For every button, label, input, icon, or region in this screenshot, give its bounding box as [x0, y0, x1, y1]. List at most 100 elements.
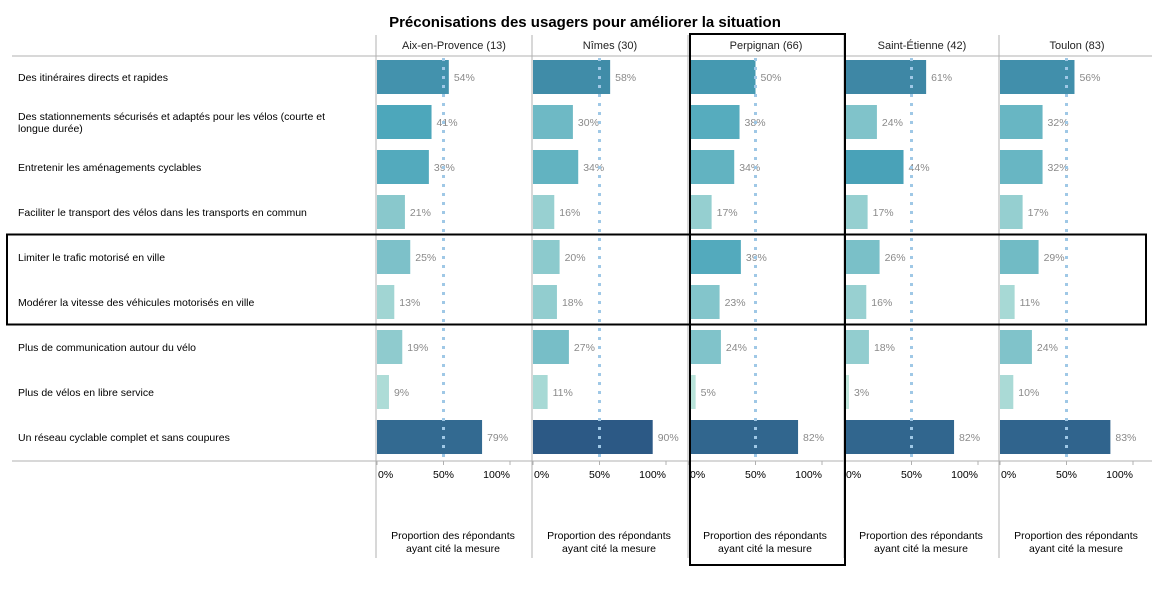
bar: [533, 375, 548, 409]
bar: [533, 285, 557, 319]
x-axis-title: Proportion des répondants: [547, 530, 671, 542]
value-label: 41%: [437, 117, 458, 129]
x-axis-title: ayant cité la mesure: [718, 543, 812, 555]
bar: [1000, 60, 1075, 94]
panel-header: Toulon (83): [1049, 40, 1104, 52]
bar: [1000, 330, 1032, 364]
value-label: 54%: [454, 72, 475, 84]
bar: [689, 150, 735, 184]
bar: [1000, 105, 1043, 139]
category-label: Plus de vélos en libre service: [18, 387, 154, 399]
panel-nîmes: Nîmes (30) 58% 30% 34% 16% 20% 18% 27% 11% 90% 0% 5…: [531, 35, 679, 558]
bar: [377, 330, 403, 364]
panel-toulon: Toulon (83) 56% 32% 32% 17% 29% 11% 24% 10% 83% 0%…: [998, 35, 1138, 558]
bar: [689, 330, 721, 364]
value-label: 90%: [658, 432, 679, 444]
highlight-boxes: [6, 33, 1147, 566]
bar: [845, 285, 867, 319]
bar: [533, 195, 555, 229]
chart-title: Préconisations des usagers pour améliore…: [389, 14, 781, 31]
bar: [689, 285, 720, 319]
value-label: 27%: [574, 342, 595, 354]
category-label: Faciliter le transport des vélos dans le…: [18, 207, 307, 219]
value-label: 82%: [959, 432, 980, 444]
bar: [845, 375, 849, 409]
category-label: Entretenir les aménagements cyclables: [18, 162, 201, 174]
value-label: 83%: [1115, 432, 1136, 444]
bar: [533, 330, 569, 364]
value-label: 79%: [487, 432, 508, 444]
x-tick-label: 0%: [690, 469, 705, 481]
category-label: Plus de communication autour du vélo: [18, 342, 196, 354]
value-label: 17%: [717, 207, 738, 219]
x-axis-title: Proportion des répondants: [859, 530, 983, 542]
chart-frame: [12, 55, 1152, 462]
bar: [689, 195, 712, 229]
x-axis-title: Proportion des répondants: [1014, 530, 1138, 542]
panel-perpignan: Perpignan (66)50%38%34%17%39%23%24%5%82%…: [687, 35, 827, 558]
value-label: 61%: [931, 72, 952, 84]
value-label: 9%: [394, 387, 409, 399]
x-tick-label: 0%: [378, 469, 393, 481]
value-label: 25%: [415, 252, 436, 264]
value-label: 17%: [873, 207, 894, 219]
bar: [533, 150, 579, 184]
value-label: 10%: [1018, 387, 1039, 399]
value-label: 56%: [1079, 72, 1100, 84]
value-label: 50%: [761, 72, 782, 84]
city-panels: Aix-en-Provence (13)54%41%39%21%25%13%19…: [375, 35, 1138, 558]
bar: [377, 285, 395, 319]
value-label: 24%: [1037, 342, 1058, 354]
bar: [1000, 240, 1039, 274]
panel-header: Aix-en-Provence (13): [402, 40, 506, 52]
x-tick-label: 100%: [795, 469, 822, 481]
value-label: 21%: [410, 207, 431, 219]
value-label: 58%: [615, 72, 636, 84]
category-labels: Des itinéraires directs et rapides Des st…: [18, 72, 325, 444]
panel-aix-en-provence: Aix-en-Provence (13)54%41%39%21%25%13%19…: [375, 35, 515, 558]
bar: [845, 105, 877, 139]
bar: [377, 195, 405, 229]
panel-saint-étienne: Saint-Étienne (42) 61% 24% 44% 17% 26% 16% 18% 3…: [843, 35, 983, 558]
bar: [377, 105, 432, 139]
x-tick-label: 50%: [433, 469, 454, 481]
value-label: 26%: [885, 252, 906, 264]
bar: [377, 150, 429, 184]
value-label: 29%: [1044, 252, 1065, 264]
x-tick-label: 0%: [1001, 469, 1016, 481]
bar: [689, 420, 799, 454]
bar: [1000, 420, 1111, 454]
x-axis-title: Proportion des répondants: [703, 530, 827, 542]
value-label: 19%: [407, 342, 428, 354]
value-label: 5%: [701, 387, 716, 399]
x-tick-label: 0%: [534, 469, 549, 481]
x-tick-label: 50%: [745, 469, 766, 481]
category-label: Modérer la vitesse des véhicules motoris…: [18, 297, 255, 309]
panel-header: Perpignan (66): [730, 40, 803, 52]
bar: [689, 105, 740, 139]
bar: [845, 330, 869, 364]
x-tick-label: 50%: [901, 469, 922, 481]
value-label: 82%: [803, 432, 824, 444]
x-axis-title: ayant cité la mesure: [874, 543, 968, 555]
panel-header: Saint-Étienne (42): [878, 39, 967, 52]
bar: [533, 420, 653, 454]
highlight-box-traffic-rows: [6, 233, 1147, 326]
bar: [1000, 375, 1014, 409]
highlight-box-perpignan: [689, 33, 846, 566]
value-label: 34%: [739, 162, 760, 174]
value-label: 3%: [854, 387, 869, 399]
category-label: Des itinéraires directs et rapides: [18, 72, 168, 84]
bar: [533, 105, 573, 139]
value-label: 24%: [726, 342, 747, 354]
value-label: 18%: [562, 297, 583, 309]
x-tick-label: 100%: [483, 469, 510, 481]
value-label: 16%: [871, 297, 892, 309]
value-label: 23%: [725, 297, 746, 309]
value-label: 11%: [553, 387, 573, 399]
bar: [845, 195, 868, 229]
x-axis-title: Proportion des répondants: [391, 530, 515, 542]
x-tick-label: 50%: [589, 469, 610, 481]
bar: [533, 240, 560, 274]
